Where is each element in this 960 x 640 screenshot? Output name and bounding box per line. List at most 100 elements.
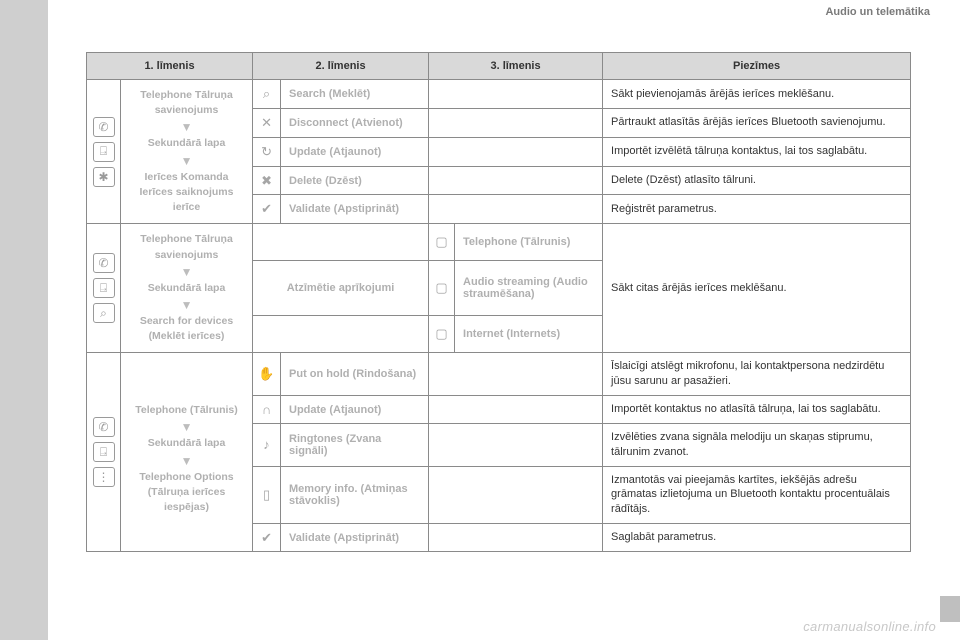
level2-label: Validate (Apstiprināt)	[281, 195, 429, 224]
level3-empty	[429, 396, 603, 424]
arrow-down-icon: ▼	[125, 299, 248, 311]
row-icon: ✔	[253, 195, 281, 224]
note-text: Izmantotās vai pieejamās kartītes, iekšē…	[603, 466, 911, 524]
col-level2: 2. līmenis	[253, 53, 429, 80]
phone-icon: ✆	[93, 253, 115, 273]
checkbox-icon: ▢	[435, 280, 447, 296]
disconnect-icon: ✕	[261, 115, 272, 131]
level2-label: Put on hold (Rindošana)	[281, 353, 429, 396]
delete-icon: ✖	[261, 173, 272, 189]
level3-label: Internet (Internets)	[455, 316, 603, 353]
level2-label: Update (Atjaunot)	[281, 137, 429, 166]
level2-label: Validate (Apstiprināt)	[281, 524, 429, 552]
level1-flow: Telephone (Tālrunis) ▼ Sekundārā lapa ▼ …	[121, 353, 253, 552]
row-icon: ⌕	[253, 80, 281, 109]
flow-text: Ierīces saiknojums ierīce	[125, 185, 248, 215]
table-row: ✆ ⍈ ⌕ Telephone Tālruņa savienojums ▼ Se…	[87, 224, 911, 261]
flow-text: Telephone Options (Tālruņa ierīces iespē…	[125, 470, 248, 516]
level1-icon-stack: ✆ ⍈ ⌕	[87, 224, 121, 353]
level3-empty	[429, 466, 603, 524]
level1-flow: Telephone Tālruņa savienojums ▼ Sekundār…	[121, 224, 253, 353]
check-icon: ✔	[261, 201, 272, 217]
note-text: Reģistrēt parametrus.	[603, 195, 911, 224]
checkbox-icon: ▢	[435, 326, 447, 342]
level2-label: Disconnect (Atvienot)	[281, 108, 429, 137]
level3-empty	[429, 353, 603, 396]
note-text: Delete (Dzēst) atlasīto tālruni.	[603, 166, 911, 195]
search-icon: ⌕	[263, 86, 270, 102]
settings-table: 1. līmenis 2. līmenis 3. līmenis Piezīme…	[86, 52, 911, 552]
page-content: 1. līmenis 2. līmenis 3. līmenis Piezīme…	[86, 52, 910, 552]
headset-icon: ∩	[262, 402, 271, 417]
level3-label: Telephone (Tālrunis)	[455, 224, 603, 261]
row-icon: ∩	[253, 396, 281, 424]
level3-label: Audio streaming (Audio straumēšana)	[455, 261, 603, 316]
note-text: Importēt izvēlētā tālruņa kontaktus, lai…	[603, 137, 911, 166]
level2-label: Delete (Dzēst)	[281, 166, 429, 195]
level1-icon-stack: ✆ ⍈ ✱	[87, 80, 121, 224]
level3-empty	[429, 524, 603, 552]
note-text: Pārtraukt atlasītās ārējās ierīces Bluet…	[603, 108, 911, 137]
flow-text: Telephone Tālruņa savienojums	[125, 232, 248, 262]
table-row: ✆ ⍈ ⋮ Telephone (Tālrunis) ▼ Sekundārā l…	[87, 353, 911, 396]
row-icon: ✔	[253, 524, 281, 552]
level2-label: Atzīmētie aprīkojumi	[253, 261, 429, 316]
col-level1: 1. līmenis	[87, 53, 253, 80]
row-icon: ↻	[253, 137, 281, 166]
ringtone-icon: ♪	[263, 437, 270, 452]
update-icon: ↻	[261, 144, 272, 160]
arrow-down-icon: ▼	[125, 266, 248, 278]
row-icon: ▯	[253, 466, 281, 524]
row-icon: ▢	[429, 316, 455, 353]
memory-icon: ▯	[263, 487, 270, 503]
bluetooth-icon: ✱	[93, 167, 115, 187]
level2-label: Ringtones (Zvana signāli)	[281, 423, 429, 466]
flow-text: Ierīces Komanda	[125, 170, 248, 185]
nav-icon: ⍈	[93, 278, 115, 298]
level1-flow: Telephone Tālruņa savienojums ▼ Sekundār…	[121, 80, 253, 224]
left-sidebar	[0, 0, 48, 640]
row-icon: ▢	[429, 224, 455, 261]
level2-label: Search (Meklēt)	[281, 80, 429, 109]
phone-icon: ✆	[93, 417, 115, 437]
note-text: Sākt citas ārējās ierīces meklēšanu.	[603, 224, 911, 353]
level3-empty	[429, 108, 603, 137]
flow-text: Sekundārā lapa	[125, 436, 248, 451]
level2-label: Memory info. (Atmiņas stāvoklis)	[281, 466, 429, 524]
phone-icon: ✆	[93, 117, 115, 137]
note-text: Izvēlēties zvana signāla melodiju un ska…	[603, 423, 911, 466]
watermark: carmanualsonline.info	[803, 619, 936, 634]
level3-empty	[429, 166, 603, 195]
arrow-down-icon: ▼	[125, 455, 248, 467]
checkbox-icon: ▢	[435, 234, 447, 250]
level3-empty	[429, 195, 603, 224]
flow-text: Telephone (Tālrunis)	[125, 403, 248, 418]
level3-empty	[429, 423, 603, 466]
table-row: ✆ ⍈ ✱ Telephone Tālruņa savienojums ▼ Se…	[87, 80, 911, 109]
check-icon: ✔	[261, 530, 272, 546]
row-icon: ✕	[253, 108, 281, 137]
note-text: Saglabāt parametrus.	[603, 524, 911, 552]
nav-icon: ⍈	[93, 442, 115, 462]
arrow-down-icon: ▼	[125, 155, 248, 167]
flow-text: Telephone Tālruņa savienojums	[125, 88, 248, 118]
page-tab	[940, 596, 960, 622]
hold-icon: ✋	[258, 366, 274, 382]
level2-empty	[253, 316, 429, 353]
options-icon: ⋮	[93, 467, 115, 487]
col-level3: 3. līmenis	[429, 53, 603, 80]
flow-text: Search for devices (Meklēt ierīces)	[125, 314, 248, 344]
table-header-row: 1. līmenis 2. līmenis 3. līmenis Piezīme…	[87, 53, 911, 80]
level3-empty	[429, 80, 603, 109]
level2-label: Update (Atjaunot)	[281, 396, 429, 424]
row-icon: ♪	[253, 423, 281, 466]
section-header: Audio un telemātika	[825, 6, 930, 18]
row-icon: ▢	[429, 261, 455, 316]
nav-icon: ⍈	[93, 142, 115, 162]
level3-empty	[429, 137, 603, 166]
note-text: Sākt pievienojamās ārējās ierīces meklēš…	[603, 80, 911, 109]
note-text: Īslaicīgi atslēgt mikrofonu, lai kontakt…	[603, 353, 911, 396]
arrow-down-icon: ▼	[125, 421, 248, 433]
flow-text: Sekundārā lapa	[125, 281, 248, 296]
col-notes: Piezīmes	[603, 53, 911, 80]
